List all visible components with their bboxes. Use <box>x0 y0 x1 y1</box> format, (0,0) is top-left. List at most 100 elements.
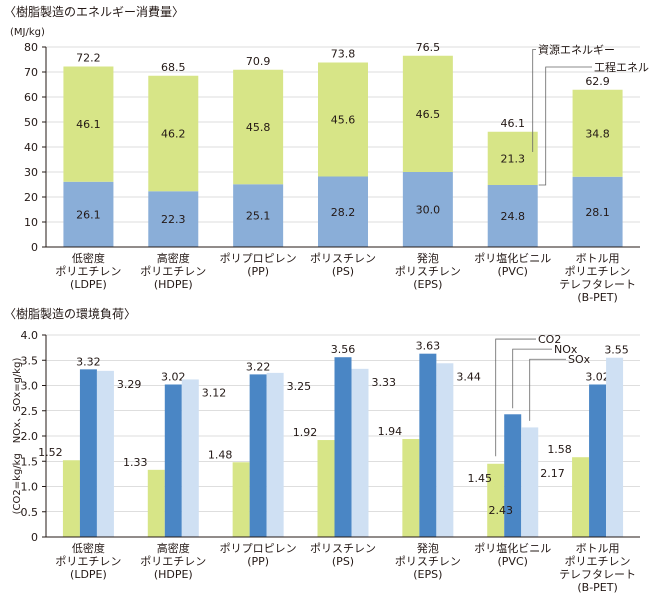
env-category-label: (B-PET) <box>577 581 617 594</box>
energy-category-label: ポリプロピレン <box>220 252 297 265</box>
energy-resource-value-label: 46.1 <box>76 118 101 131</box>
env-category-label: 発泡 <box>417 541 439 555</box>
env-category-label: ボトル用 <box>576 542 620 555</box>
energy-category-label: (PS) <box>332 265 354 278</box>
env-category-label: 低密度 <box>72 541 105 555</box>
env-legend-sox: SOx <box>568 353 591 366</box>
env-category-label: 高密度 <box>157 541 190 555</box>
energy-bar-resource <box>233 69 284 185</box>
energy-resource-value-label: 45.6 <box>331 114 356 127</box>
energy-resource-value-label: 34.8 <box>585 127 610 140</box>
energy-bar-resource <box>572 89 623 177</box>
env-category-label: ポリプロピレン <box>220 542 297 555</box>
energy-category-label: テレフタレート <box>559 278 636 291</box>
env-legend-leader-co2 <box>495 338 536 457</box>
energy-process-value-label: 25.1 <box>246 210 271 223</box>
env-bar-nox <box>334 357 352 537</box>
energy-resource-value-label: 46.2 <box>161 128 186 141</box>
energy-category-label: (PP) <box>247 265 269 278</box>
energy-category-label: ポリスチレン <box>310 252 376 265</box>
env-co2-value-label: 1.48 <box>208 448 233 461</box>
env-bar-nox <box>249 374 267 537</box>
energy-category-label: (HDPE) <box>154 278 193 291</box>
env-bar-co2 <box>317 440 335 537</box>
energy-y-tick-label: 80 <box>24 41 38 54</box>
env-category-label: (EPS) <box>413 568 442 581</box>
energy-resource-value-label: 21.3 <box>500 152 525 165</box>
energy-y-tick-label: 0 <box>31 241 38 254</box>
energy-y-tick-label: 60 <box>24 91 38 104</box>
energy-y-tick-label: 20 <box>24 191 38 204</box>
energy-category-label: (LDPE) <box>70 278 107 291</box>
energy-total-value-label: 76.5 <box>416 41 441 54</box>
env-co2-value-label: 1.33 <box>123 456 148 469</box>
env-bar-sox <box>266 372 284 537</box>
energy-process-value-label: 22.3 <box>161 213 186 226</box>
energy-legend-resource: 資源エネルギー <box>538 43 615 57</box>
energy-category-label: 発泡 <box>417 251 439 265</box>
env-bar-sox <box>606 357 624 537</box>
energy-bar-process <box>572 176 623 247</box>
energy-total-value-label: 62.9 <box>585 75 610 88</box>
energy-bar-resource <box>318 62 368 177</box>
env-legend-co2: CO2 <box>538 333 561 346</box>
energy-total-value-label: 70.9 <box>246 55 271 68</box>
env-legend-leader-nox <box>512 348 552 409</box>
env-bar-sox <box>181 379 199 537</box>
energy-total-value-label: 72.2 <box>76 52 101 65</box>
energy-process-value-label: 28.1 <box>585 206 610 219</box>
env-nox-value-label: 3.32 <box>76 355 101 368</box>
env-chart-title: 〈樹脂製造の環境負荷〉 <box>4 306 136 321</box>
env-sox-value-label: 2.17 <box>540 467 565 480</box>
env-bar-nox <box>419 353 437 537</box>
env-bar-co2 <box>402 439 420 537</box>
energy-bar-process <box>318 176 368 247</box>
env-co2-value-label: 1.92 <box>293 426 318 439</box>
energy-category-label: ポリエチレン <box>565 265 631 278</box>
energy-category-label: (PVC) <box>498 265 528 278</box>
env-co2-value-label: 1.58 <box>547 443 572 456</box>
env-bar-sox <box>351 368 369 537</box>
energy-total-value-label: 73.8 <box>331 48 356 61</box>
energy-bar-process <box>148 191 199 247</box>
env-category-label: (PP) <box>247 555 269 568</box>
energy-category-label: ポリエチレン <box>140 265 206 278</box>
env-y-tick-label: 1.0 <box>21 481 39 494</box>
energy-process-value-label: 30.0 <box>416 204 441 217</box>
env-bar-nox <box>79 369 97 537</box>
env-legend-leader-sox <box>529 358 566 421</box>
energy-y-tick-label: 40 <box>24 141 38 154</box>
energy-bar-resource <box>487 131 538 185</box>
energy-total-value-label: 68.5 <box>161 61 186 74</box>
env-y-tick-label: 2.5 <box>21 405 39 418</box>
env-category-label: ポリエチレン <box>55 555 121 568</box>
env-nox-value-label: 3.63 <box>416 340 441 353</box>
env-bar-nox <box>164 384 182 537</box>
energy-y-tick-label: 50 <box>24 116 38 129</box>
env-sox-value-label: 3.25 <box>287 380 312 393</box>
env-category-label: ポリスチレン <box>395 555 461 568</box>
env-y-tick-label: 2.0 <box>21 430 39 443</box>
env-sox-value-label: 3.12 <box>202 386 227 399</box>
env-category-label: (PVC) <box>498 555 528 568</box>
env-category-label: ポリエチレン <box>565 555 631 568</box>
energy-bar-resource <box>63 66 114 182</box>
energy-y-tick-label: 70 <box>24 66 38 79</box>
env-legend-nox: NOx <box>554 343 578 356</box>
env-y-axis-label: (CO2=kg/kg NOx、SOx=g/kg) <box>12 358 23 515</box>
energy-resource-value-label: 45.8 <box>246 121 271 134</box>
energy-bar-process <box>63 181 114 247</box>
energy-category-label: ボトル用 <box>576 252 620 265</box>
env-nox-value-label: 2.43 <box>488 504 513 517</box>
env-bar-sox <box>521 427 539 537</box>
energy-bar-process <box>402 172 453 247</box>
energy-y-tick-label: 10 <box>24 216 38 229</box>
energy-category-label: 低密度 <box>72 251 105 265</box>
env-category-label: (PS) <box>332 555 354 568</box>
energy-resource-value-label: 46.5 <box>416 108 441 121</box>
energy-legend-leader-resource <box>532 49 536 152</box>
env-category-label: (LDPE) <box>70 568 107 581</box>
env-y-tick-label: 0.5 <box>21 506 39 519</box>
env-y-tick-label: 0 <box>31 531 38 544</box>
